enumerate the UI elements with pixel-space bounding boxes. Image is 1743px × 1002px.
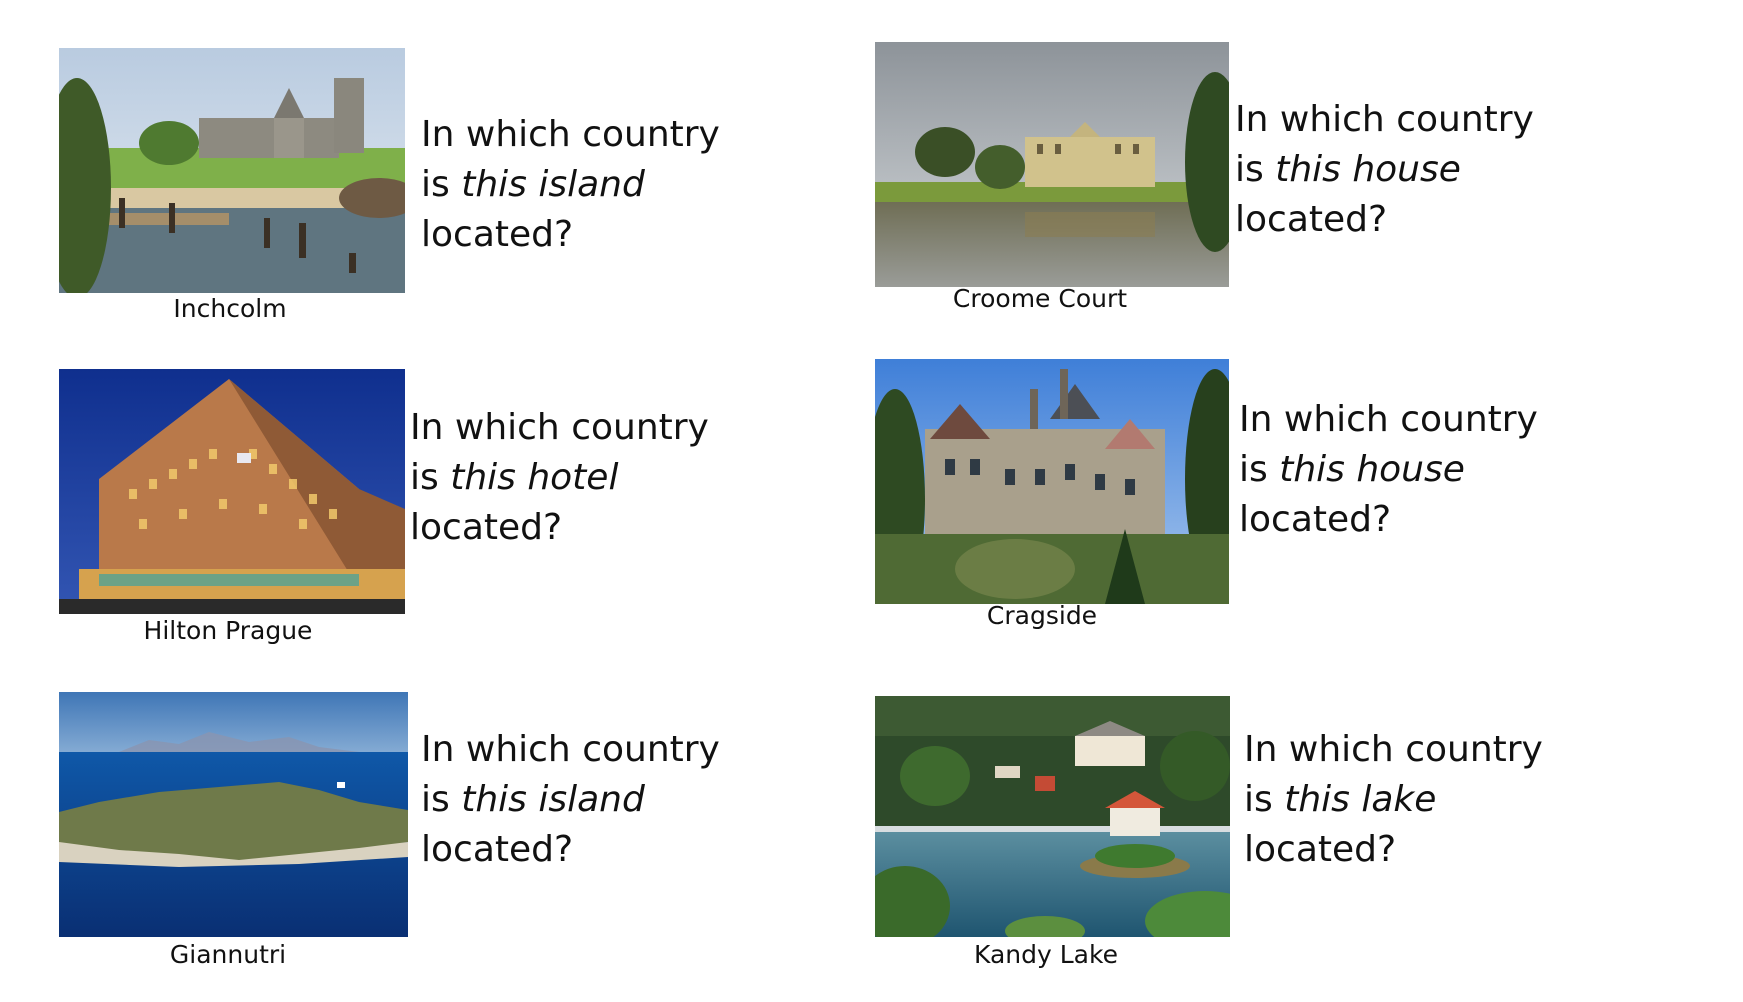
question-is: is bbox=[421, 164, 462, 205]
question-line-1: In which country bbox=[1239, 399, 1538, 440]
question-line-3: located? bbox=[1239, 499, 1392, 540]
question-line-1: In which country bbox=[421, 114, 720, 155]
question-line-1: In which country bbox=[1244, 729, 1543, 770]
question-line-3: located? bbox=[410, 507, 563, 548]
question-is: is bbox=[1244, 779, 1285, 820]
question-is: is bbox=[421, 779, 462, 820]
question-is: is bbox=[1239, 449, 1280, 490]
hilton-prague-question: In which country is this hotel located? bbox=[410, 403, 709, 553]
question-line-1: In which country bbox=[410, 407, 709, 448]
question-subject: this island bbox=[461, 164, 645, 205]
cragside-question: In which country is this house located? bbox=[1239, 395, 1538, 545]
question-line-2: is this island bbox=[421, 775, 720, 825]
question-subject: this house bbox=[1279, 449, 1465, 490]
question-is: is bbox=[410, 457, 451, 498]
giannutri-caption: Giannutri bbox=[169, 940, 287, 969]
question-line-2: is this lake bbox=[1244, 775, 1543, 825]
cragside-caption: Cragside bbox=[986, 601, 1098, 630]
question-is: is bbox=[1235, 149, 1276, 190]
question-line-2: is this house bbox=[1235, 145, 1534, 195]
kandy-lake-question: In which country is this lake located? bbox=[1244, 725, 1543, 875]
question-line-2: is this house bbox=[1239, 445, 1538, 495]
hilton-prague-photo bbox=[59, 369, 405, 614]
question-line-3: located? bbox=[1244, 829, 1397, 870]
kandy-lake-caption: Kandy Lake bbox=[974, 940, 1118, 969]
giannutri-question: In which country is this island located? bbox=[421, 725, 720, 875]
inchcolm-photo bbox=[59, 48, 405, 293]
croome-court-caption: Croome Court bbox=[952, 284, 1128, 313]
question-line-1: In which country bbox=[1235, 99, 1534, 140]
question-line-1: In which country bbox=[421, 729, 720, 770]
inchcolm-caption: Inchcolm bbox=[173, 294, 287, 323]
question-subject: this house bbox=[1275, 149, 1461, 190]
question-subject: this lake bbox=[1284, 779, 1437, 820]
question-line-3: located? bbox=[1235, 199, 1388, 240]
question-subject: this hotel bbox=[450, 457, 619, 498]
question-subject: this island bbox=[461, 779, 645, 820]
giannutri-photo bbox=[59, 692, 408, 937]
croome-court-photo bbox=[875, 42, 1229, 287]
cragside-photo bbox=[875, 359, 1229, 604]
question-line-3: located? bbox=[421, 829, 574, 870]
question-line-3: located? bbox=[421, 214, 574, 255]
kandy-lake-photo bbox=[875, 696, 1230, 937]
hilton-prague-caption: Hilton Prague bbox=[143, 616, 313, 645]
croome-court-question: In which country is this house located? bbox=[1235, 95, 1534, 245]
inchcolm-question: In which country is this island located? bbox=[421, 110, 720, 260]
question-line-2: is this hotel bbox=[410, 453, 709, 503]
question-line-2: is this island bbox=[421, 160, 720, 210]
